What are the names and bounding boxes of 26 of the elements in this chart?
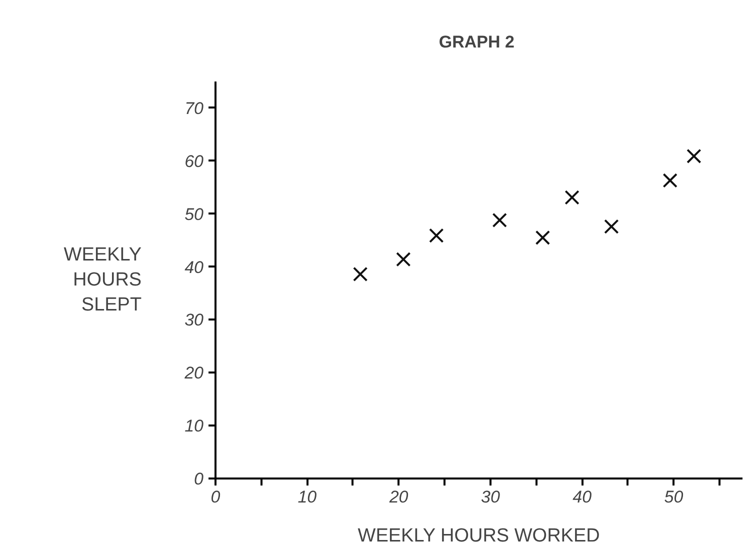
y-tick-label: 60 [184, 152, 204, 171]
point [604, 219, 619, 234]
point [492, 212, 507, 228]
x-tick-label: 50 [664, 488, 684, 506]
y-tick-label: 70 [184, 98, 204, 118]
point [352, 266, 368, 282]
y-tick-label: 0 [194, 470, 204, 488]
x-tick-label: 40 [572, 488, 592, 506]
x-tick-label: 30 [481, 488, 500, 506]
y-tick-label: 40 [184, 258, 204, 277]
x-axis-title: WEEKLY HOURS WORKED [358, 526, 600, 546]
point [429, 228, 444, 243]
point [686, 148, 702, 164]
point [564, 190, 580, 205]
y-tick-label: 50 [184, 204, 204, 224]
point [396, 252, 411, 267]
point [535, 230, 550, 246]
y-axis-title: WEEKLY HOURS SLEPT [64, 244, 142, 316]
y-tick-label: 20 [184, 364, 204, 383]
x-tick-label: 10 [298, 488, 318, 506]
point [662, 173, 678, 188]
chart-title: GRAPH 2 [438, 32, 514, 52]
y-tick-label: 10 [184, 416, 204, 436]
y-tick-label: 30 [184, 310, 204, 330]
x-tick-label: 20 [388, 488, 409, 506]
x-tick-label: 0 [210, 488, 221, 506]
